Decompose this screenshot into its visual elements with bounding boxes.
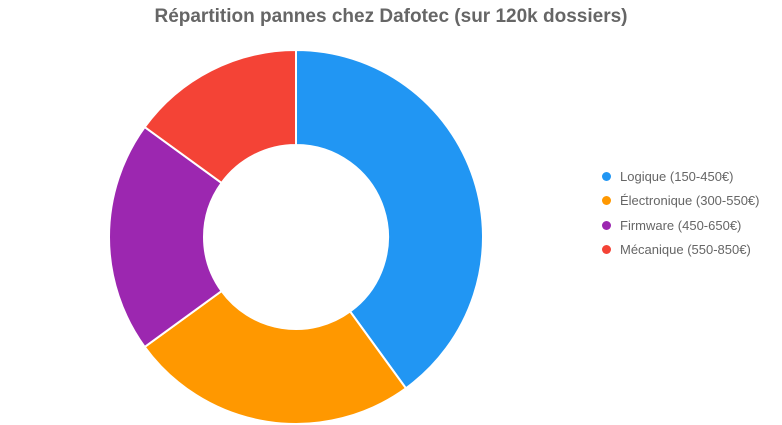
- legend-marker: [602, 220, 611, 230]
- legend-label: Mécanique (550-850€): [620, 242, 751, 258]
- legend-marker: [602, 171, 611, 181]
- legend-item[interactable]: Mécanique (550-850€): [602, 238, 759, 263]
- legend-marker: [602, 245, 611, 255]
- legend: Logique (150-450€) Électronique (300-550€…: [602, 164, 759, 262]
- donut-slice-0[interactable]: [295, 48, 484, 390]
- legend-item[interactable]: Logique (150-450€): [602, 164, 759, 189]
- chart-title: Répartition pannes chez Dafotec (sur 120…: [154, 6, 628, 27]
- legend-marker: [602, 196, 611, 206]
- legend-label: Électronique (300-550€): [620, 193, 760, 209]
- legend-label: Firmware (450-650€): [620, 217, 742, 233]
- legend-item[interactable]: Électronique (300-550€): [602, 189, 759, 214]
- donut-slice-3[interactable]: [143, 48, 297, 185]
- donut-slice-1[interactable]: [143, 289, 408, 425]
- legend-label: Logique (150-450€): [620, 168, 734, 184]
- donut-slice-2[interactable]: [108, 125, 223, 349]
- legend-item[interactable]: Firmware (450-650€): [602, 213, 759, 238]
